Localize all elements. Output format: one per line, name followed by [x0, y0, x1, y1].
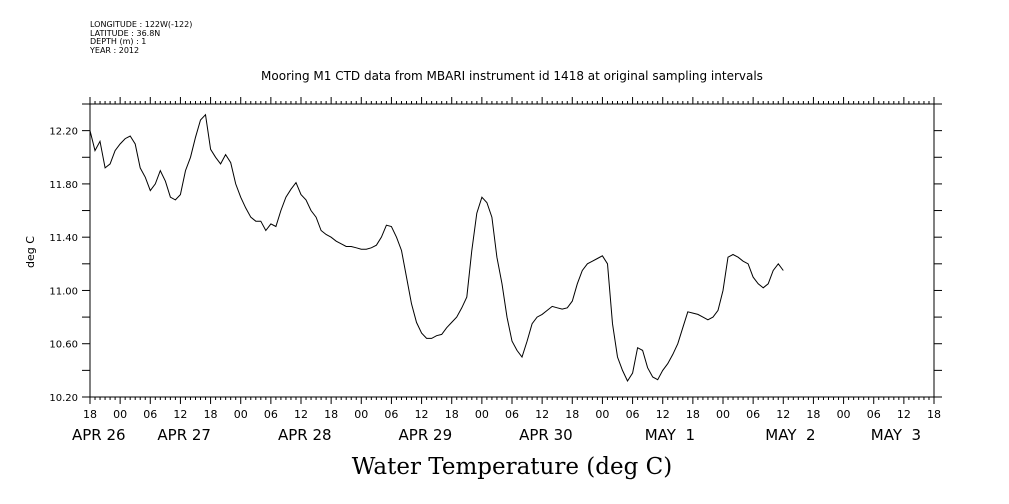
x-tick-labels: 18 00 06 12 18 00 06 12 18 00 06 12 18 00 06 12 18 00 06 12…	[83, 408, 941, 421]
longitude-text: LONGITUDE : 122W(-122)	[90, 20, 193, 29]
x-tick-label: 18	[324, 408, 338, 421]
x-tick-label: 06	[867, 408, 881, 421]
x-tick-label: 00	[113, 408, 127, 421]
x-tick-label: 00	[837, 408, 851, 421]
plot-frame	[89, 103, 935, 398]
x-tick-label: 00	[716, 408, 730, 421]
x-tick-label: 00	[354, 408, 368, 421]
year-text: YEAR : 2012	[90, 45, 140, 55]
latitude-text: LATITUDE : 36.8N	[90, 28, 161, 38]
x-tick-label: 12	[897, 408, 911, 421]
x-axis-label: Water Temperature (deg C)	[352, 454, 672, 480]
x-tick-label: 18	[686, 408, 700, 421]
x-date-label: APR 29	[399, 426, 453, 444]
y-tick-label: 10.20	[49, 393, 78, 404]
x-tick-label: 18	[927, 408, 941, 421]
x-tick-label: 00	[234, 408, 248, 421]
series-line	[89, 113, 784, 383]
x-tick-label: 12	[415, 408, 429, 421]
x-date-label: APR 28	[278, 426, 332, 444]
x-tick-label: 18	[204, 408, 218, 421]
axis-ticks	[82, 97, 942, 404]
chart-title: Mooring M1 CTD data from MBARI instrumen…	[261, 69, 763, 83]
x-date-labels: APR 26 APR 27 APR 28 APR 29 APR 30 MAY 1 MAY 2…	[72, 426, 921, 444]
x-tick-label: 06	[626, 408, 640, 421]
x-tick-label: 06	[505, 408, 519, 421]
y-tick-label: 10.60	[49, 340, 78, 351]
y-tick-label: 11.80	[49, 180, 78, 191]
metadata-block: LONGITUDE : 122W(-122) LATITUDE : 36.8N …	[90, 20, 193, 55]
y-axis-label: deg C	[24, 236, 37, 268]
y-tick-label: 12.20	[49, 127, 78, 138]
x-tick-label: 18	[806, 408, 820, 421]
x-tick-label: 18	[445, 408, 459, 421]
x-tick-label: 12	[656, 408, 670, 421]
depth-text: DEPTH (m) : 1	[90, 37, 147, 46]
x-tick-label: 12	[776, 408, 790, 421]
x-date-label: APR 27	[157, 426, 211, 444]
x-tick-label: 06	[143, 408, 157, 421]
x-tick-label: 12	[535, 408, 549, 421]
x-tick-label: 12	[294, 408, 308, 421]
x-date-label: APR 26	[72, 426, 126, 444]
y-tick-labels: 10.20 10.60 11.00 11.40 11.80 12.20	[49, 127, 78, 404]
x-tick-label: 18	[83, 408, 97, 421]
y-tick-label: 11.40	[49, 233, 78, 244]
x-tick-label: 12	[173, 408, 187, 421]
x-tick-label: 18	[565, 408, 579, 421]
x-date-label: MAY 2	[765, 426, 815, 444]
x-date-label: MAY 1	[645, 426, 695, 444]
x-tick-label: 06	[384, 408, 398, 421]
x-tick-label: 00	[475, 408, 489, 421]
x-tick-label: 06	[746, 408, 760, 421]
x-date-label: APR 30	[519, 426, 573, 444]
x-date-label: MAY 3	[871, 426, 921, 444]
x-tick-label: 06	[264, 408, 278, 421]
x-tick-label: 00	[595, 408, 609, 421]
y-tick-label: 11.00	[49, 286, 78, 297]
